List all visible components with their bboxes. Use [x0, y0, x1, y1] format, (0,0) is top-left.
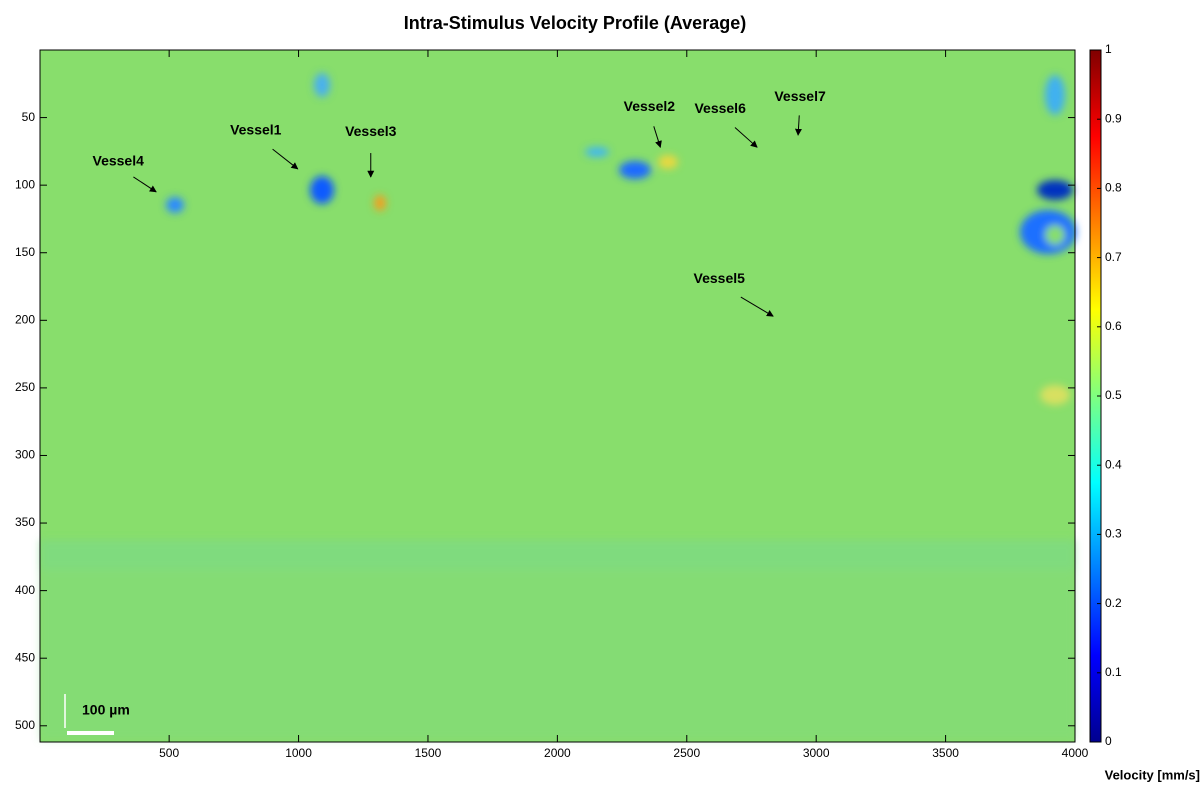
x-tick-label: 1500	[415, 746, 442, 760]
chart-title: Intra-Stimulus Velocity Profile (Average…	[404, 13, 746, 33]
annotation-arrow	[794, 115, 802, 136]
annotation: Vessel7	[774, 88, 826, 104]
annotation-arrow	[734, 127, 758, 148]
colorbar-tick-label: 0.6	[1105, 319, 1122, 333]
colorbar-tick-label: 0.4	[1105, 457, 1122, 471]
annotation-arrow	[133, 176, 157, 193]
x-tick-label: 4000	[1062, 746, 1089, 760]
colorbar-tick-label: 0.9	[1105, 111, 1122, 125]
colorbar-label: Velocity [mm/s]	[1105, 767, 1200, 782]
colorbar-tick-label: 0.8	[1105, 181, 1122, 195]
annotation: Vessel6	[694, 100, 746, 116]
colorbar-tick-label: 0.2	[1105, 596, 1122, 610]
x-tick-label: 2500	[673, 746, 700, 760]
annotation-arrow	[272, 148, 299, 170]
y-tick-label: 250	[15, 380, 35, 394]
y-tick-label: 400	[15, 583, 35, 597]
colorbar-tick-label: 0.7	[1105, 250, 1122, 264]
x-tick-label: 3500	[932, 746, 959, 760]
annotation: Vessel4	[93, 153, 145, 169]
annotation-arrow	[653, 126, 662, 148]
x-tick-label: 2000	[544, 746, 571, 760]
colorbar-tick-label: 0.1	[1105, 665, 1122, 679]
y-tick-label: 500	[15, 718, 35, 732]
y-tick-label: 300	[15, 448, 35, 462]
annotation: Vessel2	[624, 98, 676, 114]
x-tick-label: 3000	[803, 746, 830, 760]
y-tick-label: 100	[15, 177, 35, 191]
annotation: Vessel1	[230, 122, 282, 138]
scale-bar-label: 100 µm	[82, 702, 130, 718]
x-tick-label: 500	[159, 746, 179, 760]
colorbar-tick-label: 0	[1105, 734, 1112, 748]
heatmap-features	[40, 73, 1076, 740]
y-tick-label: 350	[15, 515, 35, 529]
annotation-arrow	[740, 296, 774, 317]
y-tick-label: 450	[15, 650, 35, 664]
x-tick-label: 1000	[285, 746, 312, 760]
colorbar-tick-label: 1	[1105, 42, 1112, 56]
colorbar-tick-label: 0.3	[1105, 527, 1122, 541]
colorbar-tick-label: 0.5	[1105, 388, 1122, 402]
y-tick-label: 50	[22, 110, 36, 124]
y-tick-label: 200	[15, 312, 35, 326]
y-tick-label: 150	[15, 245, 35, 259]
annotation: Vessel3	[345, 123, 397, 139]
annotation: Vessel5	[694, 270, 746, 286]
